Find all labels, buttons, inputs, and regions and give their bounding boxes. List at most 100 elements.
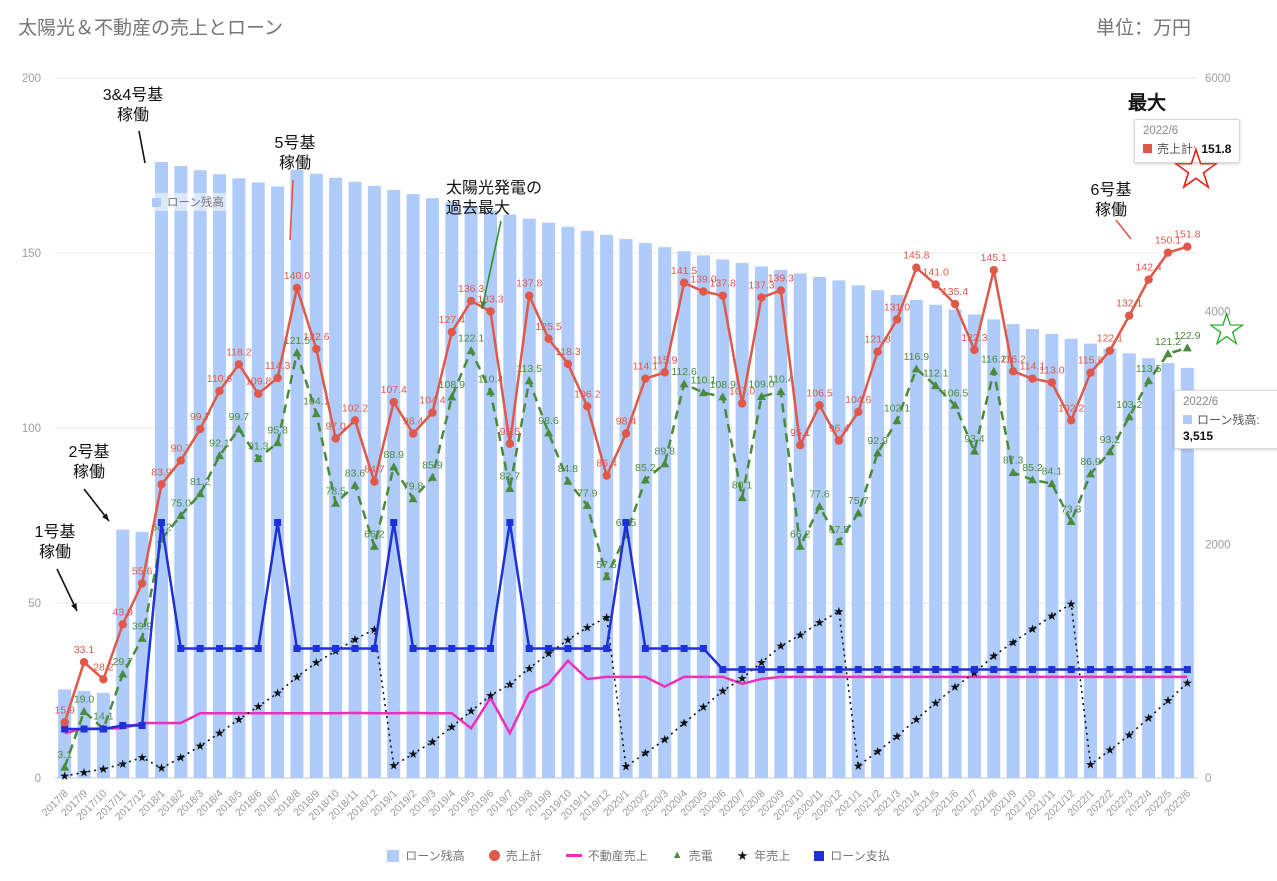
svg-text:3.1: 3.1	[57, 749, 72, 761]
svg-text:★: ★	[698, 700, 709, 714]
svg-text:2000: 2000	[1205, 540, 1231, 552]
chart-legend: ローン残高 売上計 不動産売上 ▲ 売電 ★ 年売上 ローン支払	[0, 847, 1277, 864]
svg-text:★: ★	[233, 712, 244, 726]
svg-text:142.4: 142.4	[1135, 262, 1161, 274]
svg-text:132.1: 132.1	[1116, 298, 1142, 310]
svg-text:86.4: 86.4	[596, 458, 617, 470]
svg-text:50: 50	[28, 598, 41, 610]
svg-text:★: ★	[814, 616, 825, 630]
real-estate-legend-icon	[565, 854, 582, 857]
solar-max-star-icon: ☆	[1206, 302, 1248, 356]
svg-text:145.1: 145.1	[981, 252, 1007, 264]
svg-text:150: 150	[22, 248, 41, 260]
annotation-unit-2: 2号基 稼働	[68, 444, 110, 482]
loan-balance-swatch-icon	[152, 197, 161, 207]
legend-label-loan-balance: ローン残高	[405, 849, 465, 863]
svg-text:97.0: 97.0	[325, 421, 346, 433]
svg-text:★: ★	[1143, 711, 1154, 725]
svg-text:122.3: 122.3	[961, 332, 987, 344]
svg-text:4000: 4000	[1205, 306, 1231, 318]
annotation-unit-1: 1号基 稼働	[34, 524, 76, 562]
svg-text:★: ★	[1105, 743, 1116, 757]
svg-text:107.0: 107.0	[729, 386, 755, 398]
annotation-connectors	[56, 130, 1132, 612]
svg-text:115.8: 115.8	[1078, 355, 1104, 367]
svg-text:★: ★	[369, 622, 380, 636]
svg-text:80.1: 80.1	[732, 480, 753, 492]
sales-max-tooltip: 2022/6 売上計: 151.8	[1134, 119, 1241, 163]
svg-text:★: ★	[1008, 635, 1019, 649]
svg-text:114.1: 114.1	[1020, 361, 1046, 373]
svg-text:15.9: 15.9	[54, 704, 75, 716]
svg-text:★: ★	[1163, 694, 1174, 708]
svg-text:84.8: 84.8	[558, 463, 579, 475]
svg-text:108.9: 108.9	[439, 379, 465, 391]
svg-text:136.3: 136.3	[458, 283, 484, 295]
svg-text:110.4: 110.4	[768, 374, 794, 386]
svg-text:★: ★	[253, 699, 264, 713]
svg-text:110.4: 110.4	[478, 374, 504, 386]
svg-text:110.6: 110.6	[207, 373, 233, 385]
svg-text:113.0: 113.0	[1039, 365, 1065, 377]
loan-payment-legend-icon	[814, 850, 825, 861]
x-axis-labels: 2017/82017/92017/102017/112017/122018/12…	[40, 788, 1194, 823]
svg-text:122.9: 122.9	[1174, 330, 1200, 342]
svg-text:125.5: 125.5	[535, 321, 561, 333]
svg-text:43.9: 43.9	[113, 606, 134, 618]
svg-text:★: ★	[892, 729, 903, 743]
svg-text:★: ★	[79, 765, 90, 779]
svg-text:66.2: 66.2	[790, 528, 811, 540]
svg-text:118.2: 118.2	[226, 346, 252, 358]
real-estate-line	[64, 658, 1188, 736]
svg-text:118.3: 118.3	[555, 346, 581, 358]
sales-total-legend-icon	[488, 850, 500, 861]
svg-text:121.2: 121.2	[1155, 336, 1181, 348]
svg-text:55.6: 55.6	[132, 565, 153, 577]
svg-text:145.8: 145.8	[903, 250, 929, 262]
page-title: 太陽光＆不動産の売上とローン	[18, 18, 284, 39]
svg-text:66.2: 66.2	[364, 528, 385, 540]
svg-text:91.3: 91.3	[248, 440, 269, 452]
svg-text:★: ★	[853, 759, 864, 773]
legend-item-sales-total: 売上計	[488, 847, 542, 864]
svg-text:★: ★	[137, 750, 148, 764]
svg-text:★: ★	[485, 688, 496, 702]
svg-text:87.3: 87.3	[1003, 454, 1024, 466]
svg-text:102.2: 102.2	[342, 402, 368, 414]
svg-text:19.0: 19.0	[74, 694, 95, 706]
legend-label-solar: 売電	[688, 849, 713, 863]
svg-text:75.0: 75.0	[171, 498, 192, 510]
svg-text:89.8: 89.8	[654, 446, 675, 458]
svg-text:99.7: 99.7	[190, 411, 211, 423]
svg-text:79.8: 79.8	[403, 481, 424, 493]
svg-text:★: ★	[195, 739, 206, 753]
svg-text:137.8: 137.8	[516, 278, 542, 290]
svg-text:★: ★	[117, 757, 128, 771]
svg-text:★: ★	[563, 633, 574, 647]
svg-text:★: ★	[834, 604, 845, 618]
svg-text:139.3: 139.3	[768, 272, 794, 284]
svg-text:★: ★	[175, 751, 186, 765]
svg-text:★: ★	[446, 720, 457, 734]
svg-text:116.2: 116.2	[981, 353, 1007, 365]
annual-sales-legend-icon: ★	[736, 848, 749, 863]
svg-text:140.0: 140.0	[284, 270, 310, 282]
legend-item-annual-sales: ★ 年売上	[737, 847, 791, 864]
svg-text:113.5: 113.5	[516, 363, 542, 375]
svg-text:106.5: 106.5	[806, 387, 832, 399]
svg-text:86.9: 86.9	[1080, 456, 1101, 468]
svg-text:116.9: 116.9	[904, 351, 930, 363]
svg-text:82.7: 82.7	[500, 471, 521, 483]
svg-text:★: ★	[911, 712, 922, 726]
svg-text:122.1: 122.1	[1097, 333, 1123, 345]
svg-text:122.1: 122.1	[458, 333, 484, 345]
unit-label: 単位：万円	[1096, 18, 1192, 39]
annotation-unit-3-4: 3&4号基 稼働	[102, 87, 164, 125]
svg-text:67.5: 67.5	[829, 524, 850, 536]
solar-legend-icon: ▲	[671, 849, 683, 861]
svg-text:33.1: 33.1	[74, 644, 95, 656]
svg-text:200: 200	[22, 73, 41, 85]
svg-text:★: ★	[59, 769, 70, 783]
svg-text:114.1: 114.1	[633, 361, 659, 373]
